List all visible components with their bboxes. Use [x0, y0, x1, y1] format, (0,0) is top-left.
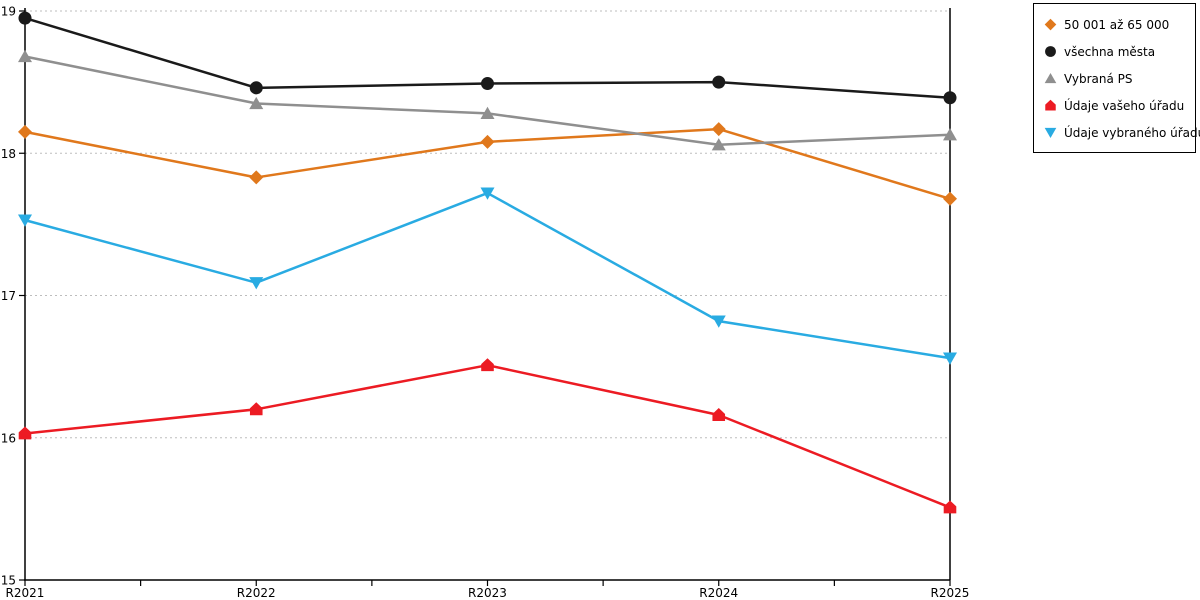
- series-4: [18, 358, 957, 514]
- data-point-R2025: [943, 352, 957, 365]
- pentagon-icon: [1045, 99, 1056, 111]
- axes: 15 16 17 18 19 R2021 R2022 R2023 R2024 R2025: [1, 5, 970, 600]
- x-tick-label-R2022: R2022: [237, 586, 276, 600]
- data-point-R2025: [943, 128, 957, 141]
- data-point-R2022: [249, 81, 263, 95]
- data-point-R2022: [249, 96, 264, 110]
- legend-item-3: Vybraná PS: [1043, 65, 1189, 92]
- data-point-R2024: [712, 75, 726, 89]
- triangle-up-icon: [1044, 72, 1057, 84]
- y-tick-label-16: 16: [1, 431, 16, 445]
- data-point-R2023: [480, 77, 495, 91]
- data-point-R2022: [249, 402, 263, 416]
- x-tick-label-R2025: R2025: [931, 586, 970, 600]
- data-point-R2021: [18, 11, 32, 25]
- y-tick-label-19: 19: [1, 5, 16, 19]
- data-point-R2024: [711, 138, 726, 151]
- legend-item-1: 50 001 až 65 000: [1043, 11, 1189, 38]
- pentagon-glyph: [1045, 99, 1056, 111]
- data-point-R2022: [249, 170, 264, 185]
- x-tick-label-R2021: R2021: [6, 586, 45, 600]
- legend-item-5: Údaje vybraného úřadu: [1043, 119, 1200, 146]
- data-point-R2023: [480, 106, 495, 120]
- legend-item-4: Údaje vašeho úřadu: [1043, 92, 1189, 119]
- data-point-R2025: [943, 500, 957, 514]
- legend-label: všechna města: [1064, 44, 1156, 59]
- legend-label: Vybraná PS: [1064, 71, 1133, 86]
- triangle-down-icon: [1044, 127, 1057, 139]
- data-point-R2024: [711, 122, 726, 137]
- series-line-4: [23, 363, 952, 509]
- x-tick-label-R2023: R2023: [468, 586, 507, 600]
- data-point-R2022: [249, 277, 264, 290]
- series-5: [18, 187, 957, 365]
- triangle-down-glyph: [1044, 127, 1057, 139]
- data-point-R2021: [18, 124, 32, 139]
- series-2: [18, 11, 957, 105]
- data-point-R2021: [18, 214, 32, 227]
- series-line-5: [23, 191, 952, 360]
- legend-label: Údaje vašeho úřadu: [1064, 98, 1185, 113]
- circle-glyph: [1045, 46, 1056, 57]
- diamond-icon: [1044, 18, 1057, 31]
- data-point-R2021: [18, 426, 32, 440]
- y-tick-label-15: 15: [1, 574, 16, 588]
- data-point-R2021: [18, 49, 32, 63]
- data-point-R2025: [943, 191, 957, 206]
- circle-icon: [1045, 46, 1056, 57]
- series-line-3: [23, 55, 952, 146]
- data-point-R2023: [481, 358, 494, 372]
- data-point-R2023: [480, 134, 495, 149]
- y-tick-label-17: 17: [1, 289, 16, 303]
- legend-item-2: všechna města: [1043, 38, 1189, 65]
- legend-label: Údaje vybraného úřadu: [1064, 125, 1200, 140]
- data-point-R2024: [712, 407, 726, 421]
- data-point-R2025: [943, 91, 957, 105]
- data-point-R2023: [480, 187, 495, 200]
- x-tick-label-R2024: R2024: [699, 586, 738, 600]
- diamond-glyph: [1044, 18, 1057, 31]
- legend: 50 001 až 65 000 všechna města Vybraná PS Ú…: [1033, 3, 1200, 153]
- series-3: [18, 49, 957, 151]
- data-point-R2024: [711, 315, 726, 328]
- y-tick-label-18: 18: [1, 147, 16, 161]
- gridlines: [25, 10, 950, 439]
- legend-label: 50 001 až 65 000: [1064, 17, 1170, 32]
- series-1: [18, 122, 957, 206]
- triangle-up-glyph: [1044, 72, 1057, 84]
